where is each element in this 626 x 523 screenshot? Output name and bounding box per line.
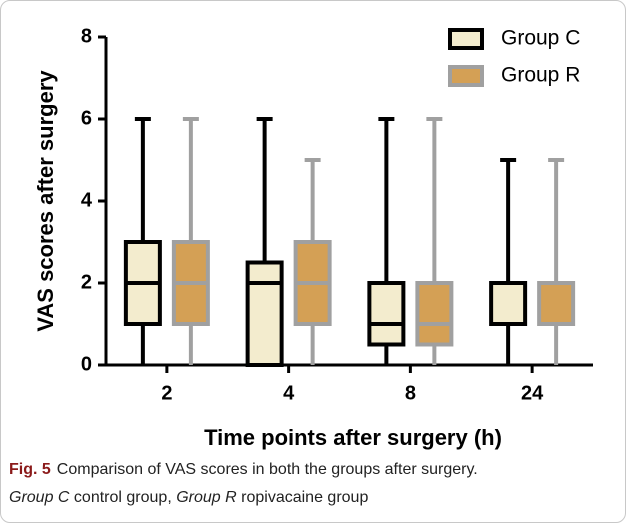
x-axis-title: Time points after surgery (h) (204, 425, 502, 450)
box (415, 281, 454, 347)
y-tick-label: 2 (81, 271, 92, 293)
box (489, 281, 528, 326)
y-tick-label: 6 (81, 107, 92, 129)
x-tick-label: 4 (283, 382, 295, 404)
caption-def: ropivacaine group (241, 489, 369, 506)
x-tick-label: 24 (521, 382, 544, 404)
legend-label: Group R (501, 64, 580, 87)
x-tick-label: 8 (405, 382, 416, 404)
y-tick-label: 8 (81, 25, 92, 47)
legend-label: Group C (501, 27, 580, 50)
chart: Time points after surgery (h) VAS scores… (33, 25, 593, 450)
caption-def: control group, (73, 489, 172, 506)
caption-label: Fig. 5 (9, 461, 51, 478)
box (245, 260, 284, 367)
x-tick-label: 2 (161, 382, 172, 404)
y-tick-label: 0 (81, 353, 92, 375)
caption: Fig. 5 Comparison of VAS scores in both t… (9, 456, 619, 512)
caption-term: Group R (176, 489, 237, 506)
caption-text: Comparison of VAS scores in both the gro… (56, 461, 478, 478)
box (537, 281, 576, 326)
y-axis-title: VAS scores after surgery (33, 70, 58, 332)
legend-swatch (448, 28, 484, 50)
box (367, 281, 406, 347)
y-tick-label: 4 (81, 189, 93, 211)
legend-swatch (448, 65, 484, 87)
caption-term: Group C (9, 489, 70, 506)
